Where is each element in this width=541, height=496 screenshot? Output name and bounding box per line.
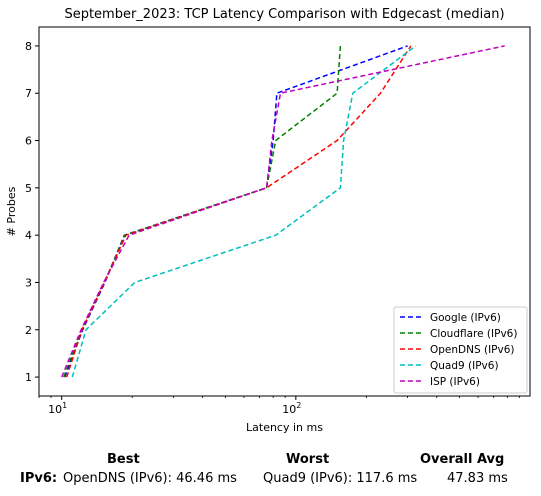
y-tick-label: 1	[25, 371, 32, 384]
y-tick-label: 6	[25, 135, 32, 148]
legend-label: OpenDNS (IPv6)	[430, 344, 515, 356]
series-line-0	[63, 45, 408, 378]
y-tick-label: 2	[25, 324, 32, 337]
row-label: IPv6:	[20, 471, 58, 486]
y-tick-label: 5	[25, 182, 32, 195]
summary-table: Best Worst Overall Avg IPv6: OpenDNS (IP…	[0, 448, 541, 496]
legend-label: Quad9 (IPv6)	[430, 360, 499, 372]
y-tick-label: 3	[25, 276, 32, 289]
best-value: OpenDNS (IPv6): 46.46 ms	[63, 471, 237, 486]
y-axis-label: # Probes	[5, 186, 18, 236]
series-line-2	[65, 45, 412, 378]
overall-avg-header: Overall Avg	[420, 452, 505, 467]
x-axis-label: Latency in ms	[246, 421, 323, 434]
legend	[393, 306, 528, 394]
plot-frame	[38, 26, 531, 397]
legend-label: Cloudflare (IPv6)	[430, 328, 517, 340]
y-tick-label: 4	[25, 229, 32, 242]
legend-label: Google (IPv6)	[430, 312, 501, 324]
y-tick-label: 7	[25, 87, 32, 100]
chart-title: September_2023: TCP Latency Comparison w…	[64, 7, 504, 22]
series-line-3	[71, 45, 417, 378]
best-header: Best	[107, 452, 140, 467]
x-tick-label: 101	[48, 401, 67, 416]
overall-avg-value: 47.83 ms	[447, 471, 508, 486]
worst-header: Worst	[286, 452, 330, 467]
y-tick-label: 8	[25, 40, 32, 53]
legend-label: ISP (IPv6)	[430, 376, 480, 388]
series-line-4	[61, 45, 505, 378]
series-line-1	[63, 45, 342, 378]
x-tick-label: 102	[282, 401, 301, 416]
chart: September_2023: TCP Latency Comparison w…	[5, 7, 531, 434]
worst-value: Quad9 (IPv6): 117.6 ms	[263, 471, 418, 486]
